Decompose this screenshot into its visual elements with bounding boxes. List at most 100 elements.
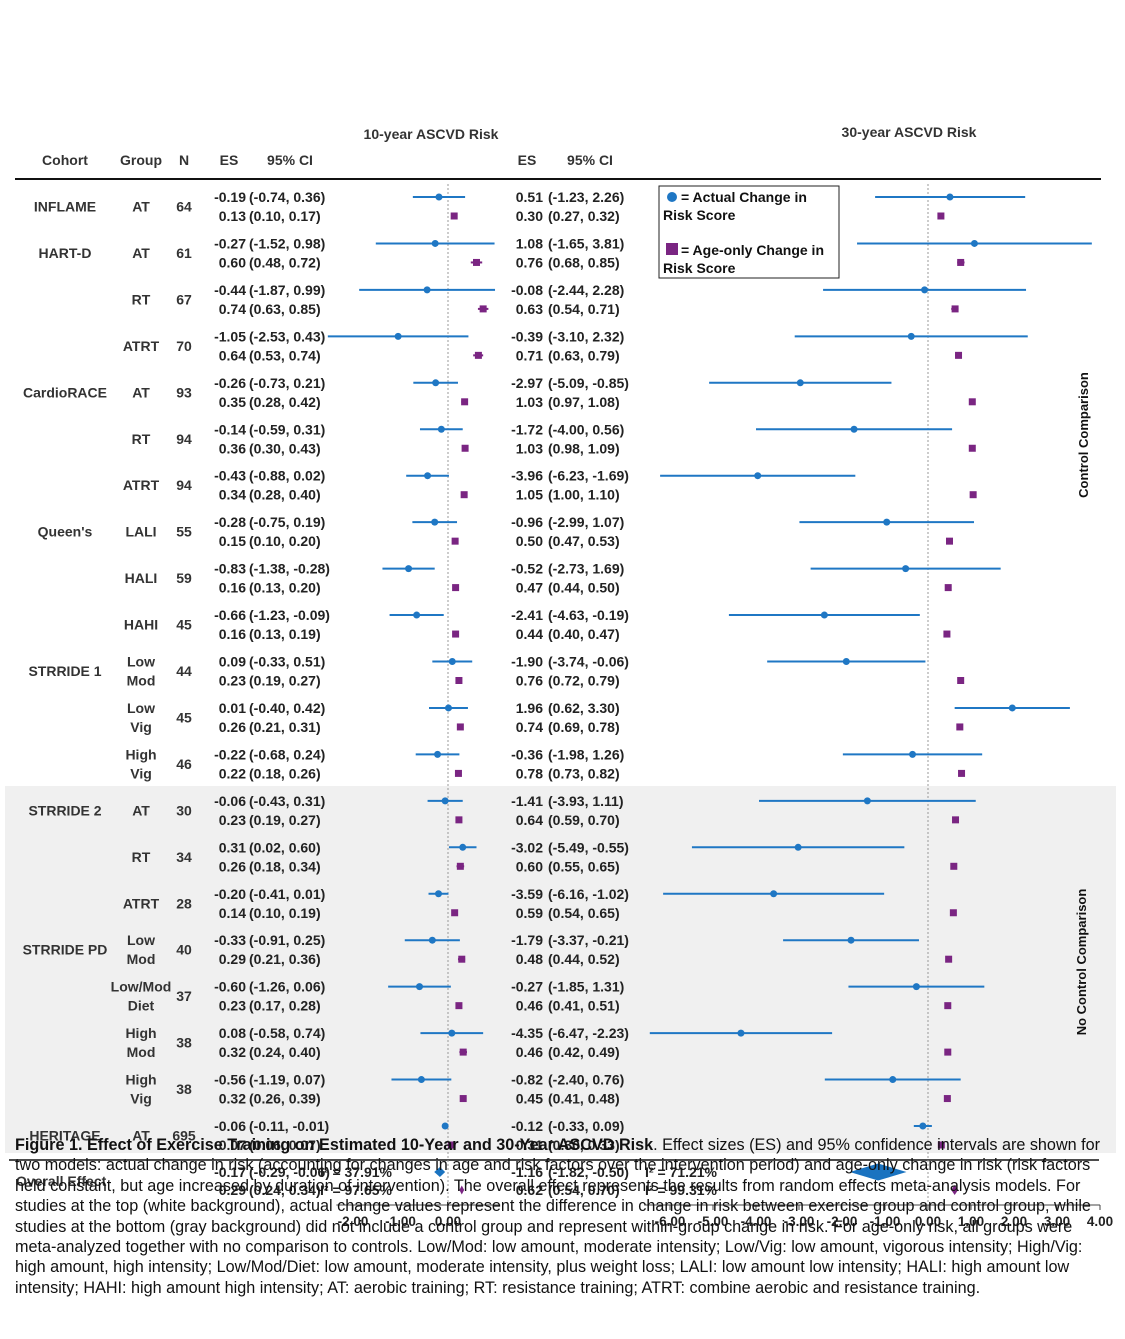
es30-age: 0.46 [516, 1044, 543, 1060]
n-label: 94 [176, 431, 192, 447]
n-label: 30 [176, 802, 192, 818]
ci30-age: (0.41, 0.51) [548, 998, 620, 1014]
point-30-actual [770, 890, 778, 898]
point-10-age [459, 1095, 467, 1103]
tick-label-right: 3.00 [1044, 1214, 1070, 1229]
ci30-age: (0.40, 0.47) [548, 626, 620, 642]
ci10-actual: (-0.43, 0.31) [249, 793, 325, 809]
group-label: ATRT [123, 338, 160, 354]
point-30-age [943, 630, 951, 638]
tick-label-right: 0.00 [915, 1214, 941, 1229]
row-15: ATRT 28 -0.20 (-0.41, 0.01)0.14 (0.10, 0.19)… [123, 886, 957, 921]
point-10-actual [432, 379, 440, 387]
ci10-age: (0.17, 0.28) [249, 998, 321, 1014]
ci30-actual: (-2.40, 0.76) [548, 1072, 624, 1088]
point-10-age [450, 212, 458, 220]
ci30-age: (0.41, 0.48) [548, 1091, 620, 1107]
point-10-actual [394, 332, 402, 340]
overall-es30-age: 0.62 [516, 1182, 543, 1198]
cohort-label: CardioRACE [23, 384, 107, 400]
overall-ci10-age: (0.24, 0.34) [249, 1182, 321, 1198]
ci10-age: (0.13, 0.20) [249, 580, 321, 596]
n-label: 67 [176, 291, 192, 307]
point-10-actual [424, 472, 432, 480]
point-30-actual [902, 565, 910, 573]
point-30-age [968, 444, 976, 452]
ci30-age: (0.30, 0.33) [548, 1137, 620, 1153]
point-10-age [455, 816, 463, 824]
figure-caption: Figure 1. Effect of Exercise Training on… [15, 1135, 1110, 1298]
group-label-2: Vig [130, 719, 152, 735]
ci10-age: (0.06, 0.07) [249, 1137, 321, 1153]
es10-age: 0.23 [219, 998, 246, 1014]
es10-age: 0.26 [219, 858, 246, 874]
point-10-actual [437, 425, 445, 433]
n-label: 45 [176, 709, 192, 725]
es10-age: 0.74 [219, 301, 246, 317]
es10-age: 0.32 [219, 1091, 246, 1107]
ci30-age: (0.72, 0.79) [548, 673, 620, 689]
es10-actual: -0.60 [214, 979, 246, 995]
group-label: Low [127, 700, 155, 716]
row-12: High Vig 46 -0.22 (-0.68, 0.24)0.22 (0.18, 0.… [125, 746, 983, 781]
point-10-actual [434, 750, 442, 758]
ci30-age: (0.98, 1.09) [548, 440, 620, 456]
tick-label-right: 2.00 [1001, 1214, 1027, 1229]
point-10-age [456, 862, 464, 870]
group-label-2: Mod [127, 951, 156, 967]
row-3: ATRT 70 -1.05 (-2.53, 0.43)0.64 (0.53, 0.74)… [123, 328, 1028, 363]
ci10-age: (0.19, 0.27) [249, 673, 321, 689]
point-30-age [949, 909, 957, 917]
point-10-actual [428, 936, 436, 944]
point-10-age [455, 1002, 463, 1010]
legend-age-line1: = Age-only Change in [681, 242, 824, 258]
point-30-actual [796, 379, 804, 387]
n-label: 46 [176, 756, 192, 772]
ci10-actual: (-0.91, 0.25) [249, 932, 325, 948]
overall-ci30-age: (0.54, 0.70) [548, 1182, 620, 1198]
ci30-actual: (-6.16, -1.02) [548, 886, 629, 902]
ci30-age: (0.42, 0.49) [548, 1044, 620, 1060]
row-6: ATRT 94 -0.43 (-0.88, 0.02)0.34 (0.28, 0.40)… [123, 468, 977, 503]
es30-age: 0.78 [516, 765, 543, 781]
point-10-actual [431, 518, 439, 526]
es10-age: 0.35 [219, 394, 246, 410]
es10-age: 0.36 [219, 440, 246, 456]
point-30-actual [889, 1076, 897, 1084]
es30-age: 0.44 [516, 626, 543, 642]
es10-actual: -1.05 [214, 328, 246, 344]
es10-actual: -0.27 [214, 235, 246, 251]
legend-actual-line1: = Actual Change in [681, 189, 807, 205]
point-10-age [479, 305, 487, 313]
group-label: ATRT [123, 895, 160, 911]
ci30-actual: (-1.23, 2.26) [548, 189, 624, 205]
es30-actual: 0.51 [516, 189, 543, 205]
es30-actual: -0.39 [511, 328, 543, 344]
ci10-actual: (-0.68, 0.24) [249, 746, 325, 762]
overall-i2-30-actual: I² = 71.21% [645, 1164, 718, 1180]
es30-actual: -0.82 [511, 1072, 543, 1088]
ci10-age: (0.18, 0.34) [249, 858, 321, 874]
overall-diamond-10-age [459, 1185, 465, 1195]
ci30-actual: (-5.49, -0.55) [548, 839, 629, 855]
point-30-actual [794, 843, 802, 851]
row-0: INFLAME AT 64 -0.19 (-0.74, 0.36)0.13 (0.10, … [34, 189, 1026, 224]
ci30-age: (0.63, 0.79) [548, 347, 620, 363]
ci10-actual: (-1.26, 0.06) [249, 979, 325, 995]
col-es-10: ES [220, 152, 239, 168]
n-label: 59 [176, 570, 192, 586]
ci30-age: (0.44, 0.50) [548, 580, 620, 596]
ci30-age: (1.00, 1.10) [548, 487, 620, 503]
es30-actual: -1.79 [511, 932, 543, 948]
es30-actual: -0.12 [511, 1118, 543, 1134]
point-30-age [956, 723, 964, 731]
tick-label-right: -6.00 [655, 1214, 686, 1229]
es10-age: 0.14 [219, 905, 246, 921]
es30-age: 0.76 [516, 254, 543, 270]
group-label: RT [132, 849, 151, 865]
row-11: Low Vig 45 0.01 (-0.40, 0.42)0.26 (0.21, 0.31… [127, 700, 1070, 735]
point-10-actual [459, 843, 467, 851]
n-label: 94 [176, 477, 192, 493]
group-label: RT [132, 431, 151, 447]
point-30-actual [850, 425, 858, 433]
